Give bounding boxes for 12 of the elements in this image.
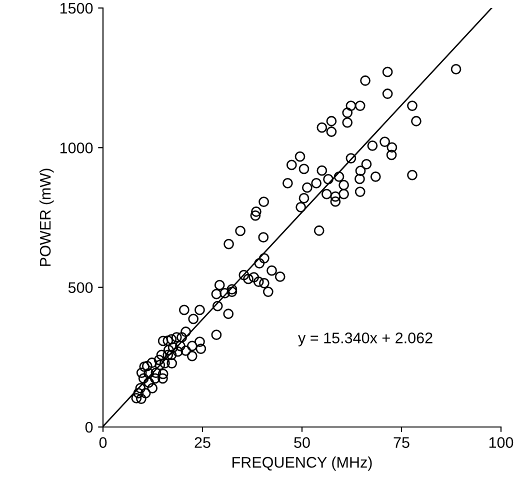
x-tick-label: 25 [194,437,210,448]
x-axis-title: FREQUENCY (MHz) [232,456,372,471]
y-axis-title: POWER (mW) [39,168,54,266]
y-tick-label: 0 [85,422,93,433]
x-tick-label: 50 [294,437,310,448]
y-tick-label: 1000 [60,142,93,154]
y-tick-label: 1500 [60,2,93,14]
y-tick-label: 500 [68,282,93,294]
x-tick-label: 0 [99,437,107,448]
x-tick-label: 75 [394,437,410,448]
x-tick-label: 100 [489,437,514,448]
annotation: y = 15.340x + 2.062 [298,332,432,346]
